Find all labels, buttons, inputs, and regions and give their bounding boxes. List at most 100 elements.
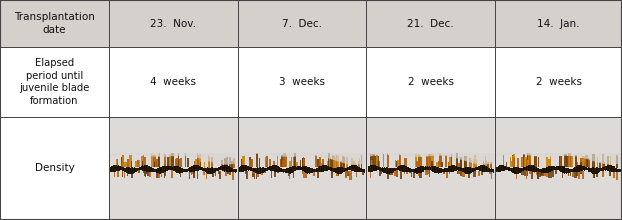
Bar	[332, 156, 335, 168]
Bar	[432, 161, 433, 167]
Bar	[317, 168, 318, 172]
Bar	[316, 169, 317, 172]
Bar	[388, 171, 389, 179]
Bar	[503, 155, 504, 167]
Bar	[285, 169, 287, 173]
Bar	[603, 167, 604, 171]
Bar	[413, 170, 414, 178]
Bar	[341, 163, 345, 168]
Bar	[169, 166, 170, 170]
Bar	[302, 170, 303, 174]
Bar	[571, 169, 572, 172]
Bar	[593, 171, 595, 178]
Bar	[191, 167, 192, 172]
Bar	[441, 169, 442, 172]
Bar	[444, 168, 445, 172]
Bar	[171, 153, 174, 167]
Bar	[582, 166, 583, 170]
Bar	[289, 161, 292, 167]
Bar	[469, 171, 471, 174]
Bar	[456, 166, 457, 170]
Bar	[322, 163, 324, 167]
Bar	[601, 154, 604, 168]
Bar	[135, 161, 137, 167]
Bar	[612, 165, 613, 172]
Bar	[345, 171, 346, 176]
Bar	[419, 170, 421, 173]
Bar	[249, 167, 251, 171]
Bar	[136, 167, 137, 172]
Bar	[244, 165, 246, 171]
Bar	[418, 170, 419, 176]
Bar	[117, 160, 118, 167]
Bar	[312, 169, 313, 173]
Bar	[215, 171, 216, 176]
Bar	[464, 156, 466, 168]
Bar	[115, 165, 116, 172]
Bar	[272, 161, 276, 167]
Bar	[582, 171, 583, 179]
Bar	[376, 166, 378, 170]
Bar	[577, 165, 578, 172]
Bar	[375, 166, 376, 170]
Bar	[369, 166, 370, 172]
Bar	[207, 167, 208, 173]
Text: 23.  Nov.: 23. Nov.	[151, 19, 196, 29]
Bar	[337, 156, 339, 168]
Bar	[360, 168, 361, 172]
Bar	[602, 167, 603, 171]
Bar	[306, 166, 307, 173]
Bar	[238, 117, 366, 220]
Bar	[350, 166, 351, 170]
Bar	[476, 167, 478, 170]
Bar	[328, 167, 329, 170]
Bar	[580, 162, 583, 167]
Bar	[290, 167, 291, 173]
Bar	[189, 170, 191, 173]
Bar	[315, 169, 317, 172]
Bar	[517, 167, 518, 174]
Bar	[269, 160, 271, 167]
Bar	[483, 161, 484, 168]
Bar	[377, 166, 378, 170]
Bar	[473, 168, 474, 172]
Bar	[332, 155, 335, 168]
Bar	[144, 158, 146, 167]
Bar	[119, 166, 120, 170]
Bar	[246, 165, 248, 171]
Bar	[323, 165, 324, 171]
Bar	[508, 167, 509, 170]
Bar	[401, 165, 402, 171]
Bar	[416, 168, 417, 173]
Bar	[411, 169, 412, 172]
Bar	[469, 158, 471, 168]
Bar	[464, 168, 465, 173]
Bar	[249, 160, 253, 167]
Bar	[402, 165, 404, 172]
Bar	[110, 183, 236, 219]
Bar	[396, 170, 398, 177]
Bar	[179, 167, 180, 174]
Bar	[167, 166, 168, 170]
Bar	[455, 166, 456, 170]
Bar	[404, 165, 406, 172]
Bar	[167, 157, 170, 167]
Bar	[225, 165, 226, 171]
Bar	[531, 165, 532, 171]
Bar	[264, 168, 265, 172]
Bar	[218, 171, 220, 174]
Bar	[580, 158, 582, 167]
Bar	[133, 168, 134, 173]
Bar	[230, 167, 231, 172]
Bar	[303, 157, 304, 167]
Bar	[599, 161, 601, 168]
Bar	[376, 165, 377, 171]
Bar	[240, 166, 241, 172]
Bar	[235, 169, 236, 172]
Bar	[333, 168, 335, 172]
Bar	[586, 167, 587, 170]
Bar	[481, 171, 483, 175]
Bar	[454, 165, 455, 171]
Bar	[426, 170, 427, 173]
Bar	[541, 170, 542, 175]
